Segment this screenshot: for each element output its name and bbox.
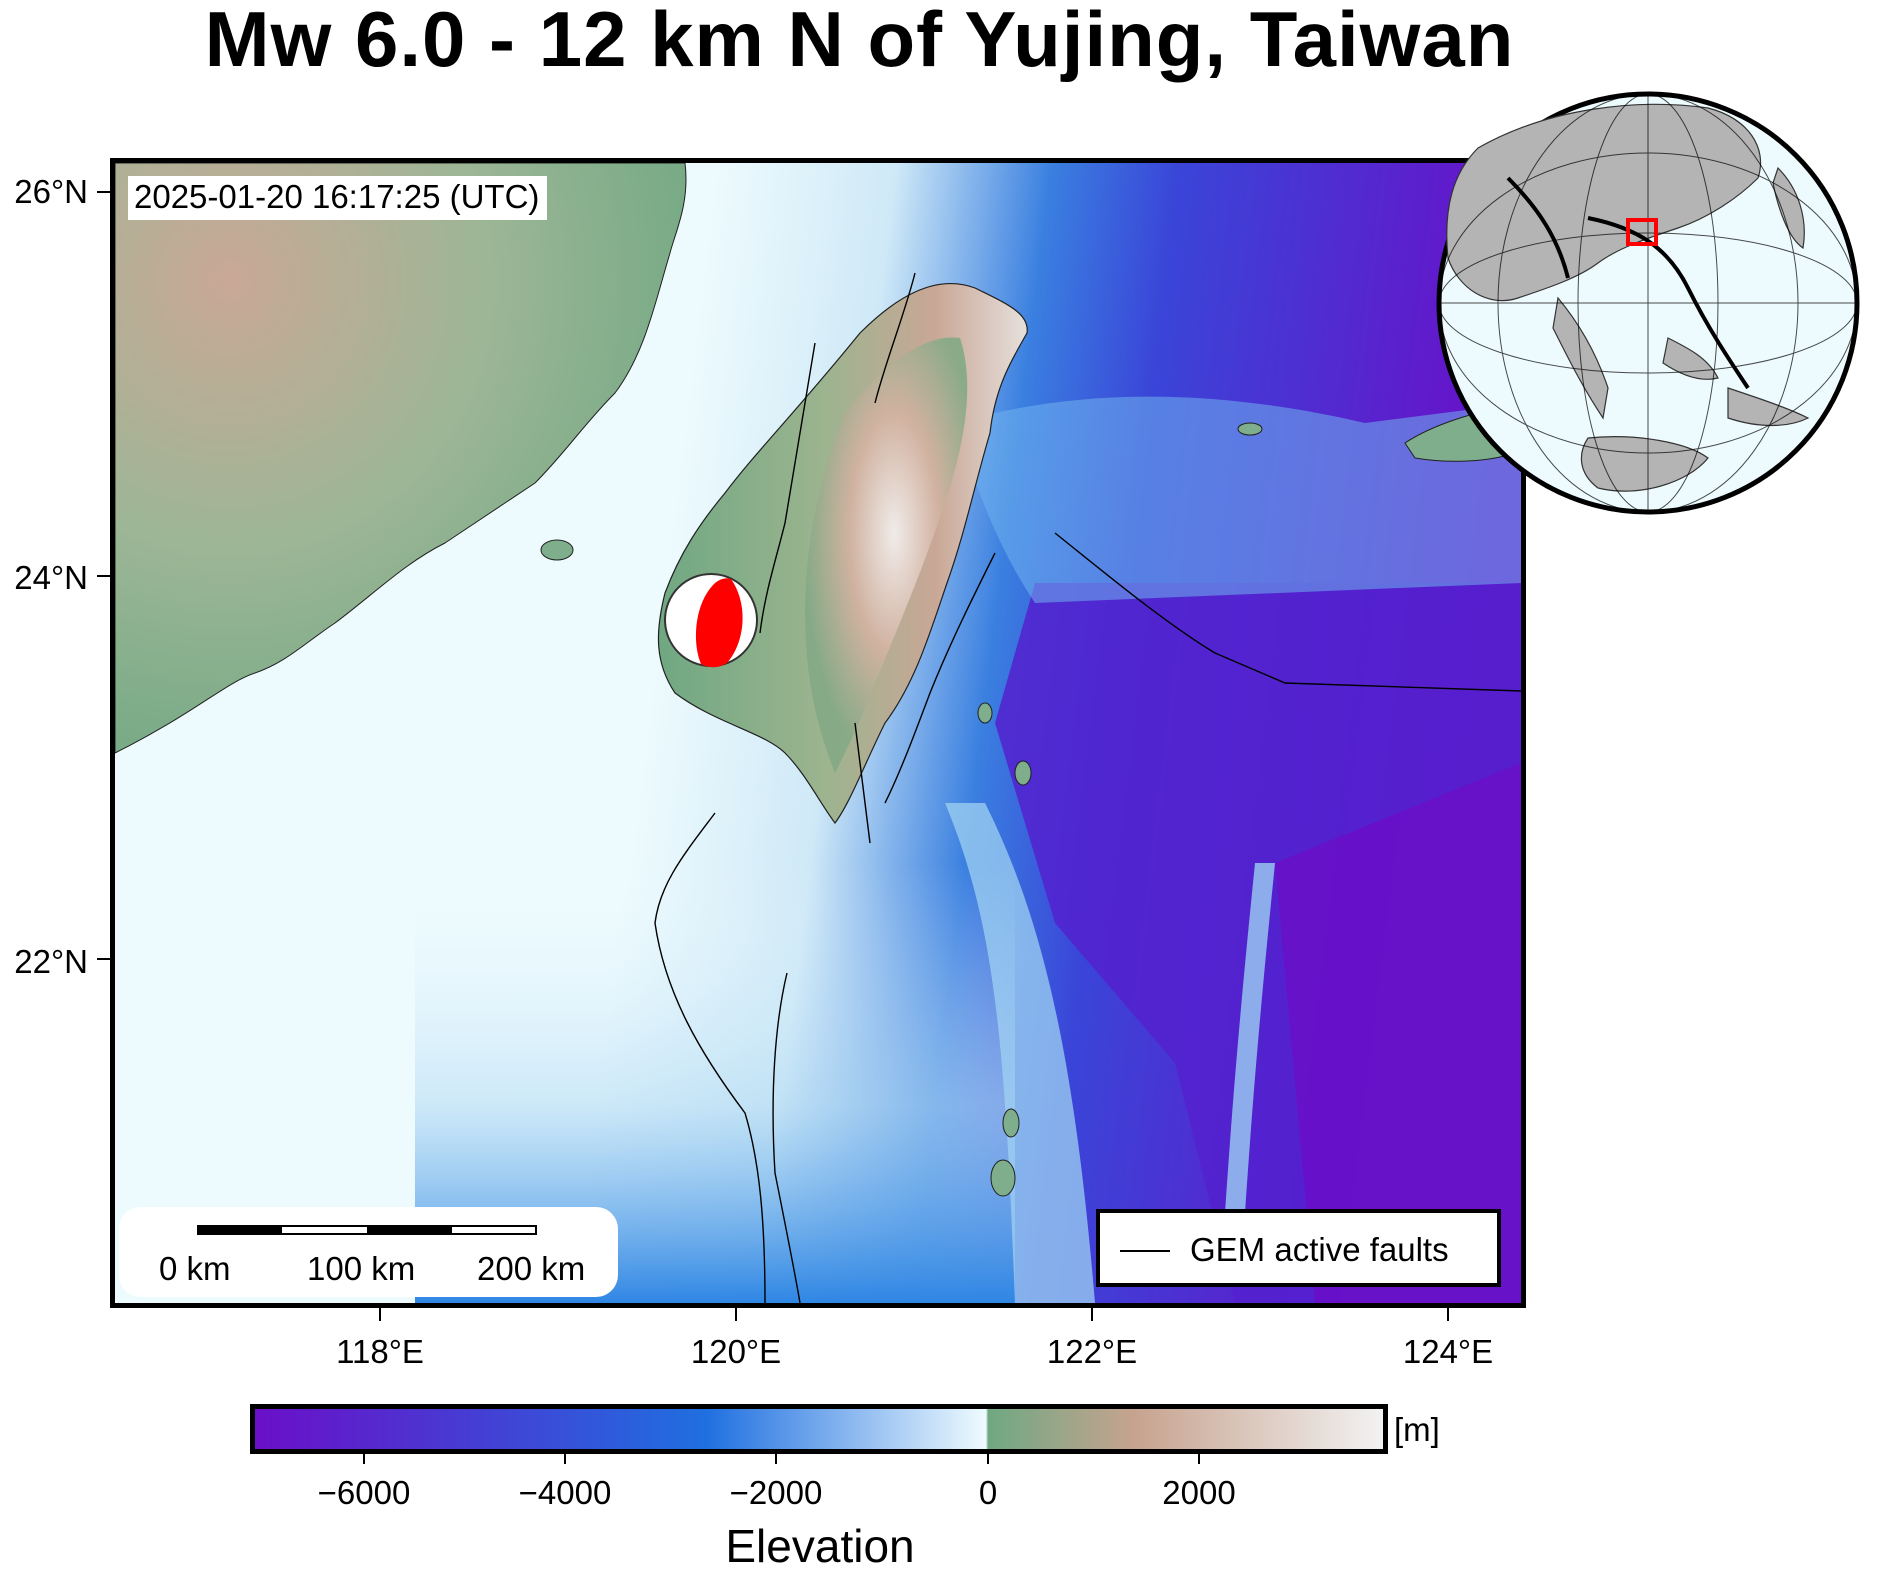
event-timestamp: 2025-01-20 16:17:25 (UTC) <box>128 176 548 220</box>
green-island <box>977 702 993 724</box>
map-frame[interactable] <box>110 158 1526 1308</box>
lat-label-26n: 26°N <box>14 173 88 210</box>
lon-tick <box>1447 1308 1449 1321</box>
colorbar-tick <box>987 1452 989 1464</box>
colorbar-label: −6000 <box>317 1474 411 1511</box>
okinawa-trough <box>955 396 1521 603</box>
elevation-colorbar <box>250 1404 1388 1454</box>
luzon-arc <box>945 803 1095 1303</box>
indonesia <box>1727 387 1810 427</box>
colorbar-tick <box>1198 1452 1200 1464</box>
colorbar-tick <box>363 1452 365 1464</box>
gem-active-faults <box>654 272 1521 1303</box>
hengchun-fault <box>854 722 871 844</box>
mainland-china <box>115 163 687 754</box>
central-mountain-range <box>805 337 968 773</box>
legend: GEM active faults <box>1096 1209 1501 1287</box>
longitudinal-valley-fault <box>884 552 996 804</box>
focal-mechanism-beachball[interactable] <box>664 573 758 668</box>
lon-tick <box>735 1308 737 1321</box>
globe-graticule <box>1438 93 1858 513</box>
scalebar-label-100: 100 km <box>307 1250 416 1287</box>
australia <box>1580 436 1709 492</box>
colorbar-label: −4000 <box>518 1474 612 1511</box>
colorbar-title: Elevation <box>725 1520 915 1572</box>
lon-label-122e: 122°E <box>1046 1333 1138 1370</box>
scalebar-segment <box>197 1225 282 1235</box>
colorbar-label: 0 <box>978 1474 998 1511</box>
legend-label: GEM active faults <box>1190 1231 1449 1268</box>
lon-tick <box>379 1308 381 1321</box>
scalebar-label-0: 0 km <box>159 1250 231 1287</box>
compressional-quadrant <box>695 578 743 668</box>
gagua-ridge <box>1225 863 1275 1213</box>
colorbar-label: −2000 <box>729 1474 823 1511</box>
lat-label-22n: 22°N <box>14 943 88 980</box>
relief-map <box>115 163 1521 1303</box>
lon-label-124e: 124°E <box>1402 1333 1494 1370</box>
lat-tick <box>97 958 110 960</box>
scalebar: 0 km 100 km 200 km <box>119 1207 618 1297</box>
globe-svg <box>1436 91 1860 515</box>
scalebar-label-200: 200 km <box>477 1250 586 1287</box>
colorbar-label: 2000 <box>1162 1474 1236 1511</box>
scalebar-segment <box>367 1225 452 1235</box>
lon-label-118e: 118°E <box>336 1333 424 1370</box>
map-title: Mw 6.0 - 12 km N of Yujing, Taiwan <box>0 0 1883 84</box>
lat-tick <box>97 575 110 577</box>
lat-label-24n: 24°N <box>14 559 88 596</box>
orchid-island <box>1014 760 1032 786</box>
inset-region-box <box>1626 218 1658 246</box>
inset-globe <box>1408 88 1883 518</box>
japan <box>1772 166 1805 250</box>
lat-tick <box>97 191 110 193</box>
deep-basin <box>1275 763 1521 1303</box>
penghu-islands <box>540 539 574 561</box>
colorbar-gradient <box>255 1409 1383 1449</box>
map-title-text: Mw 6.0 - 12 km N of Yujing, Taiwan <box>204 0 1515 83</box>
colorbar-tick <box>564 1452 566 1464</box>
yonaguni-island <box>1237 422 1263 436</box>
colorbar-tick <box>775 1452 777 1464</box>
shanchiao-fault <box>874 272 916 404</box>
batanes-islands <box>1002 1108 1020 1138</box>
colorbar-unit: [m] <box>1394 1411 1440 1448</box>
western-foothill-fault <box>759 342 816 634</box>
ryukyu-trench-fault <box>1054 532 1521 692</box>
southeast-asia <box>1662 337 1719 380</box>
fault-line-symbol <box>1120 1250 1170 1252</box>
lon-tick <box>1091 1308 1093 1321</box>
luzon-north-tip <box>990 1159 1016 1197</box>
manila-trench-fault <box>654 812 766 1303</box>
lon-label-120e: 120°E <box>690 1333 782 1370</box>
south-offshore-fault <box>772 972 801 1303</box>
